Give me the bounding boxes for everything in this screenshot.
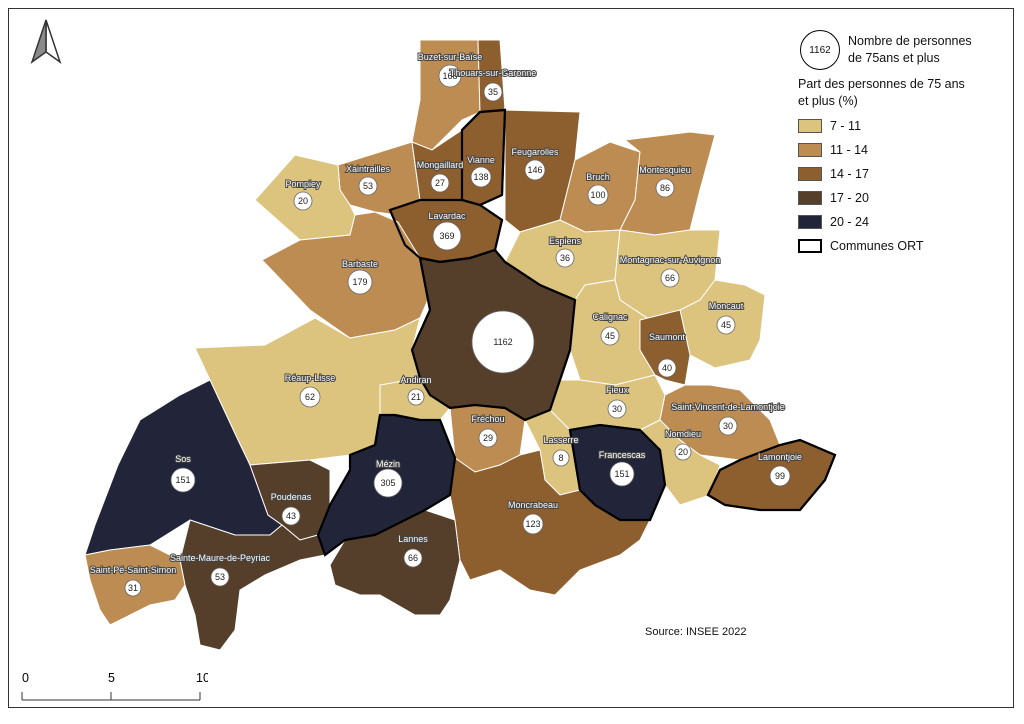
population-value-reaup-lisse: 62 (305, 392, 315, 402)
population-value-bruch: 100 (590, 190, 605, 200)
commune-sainte-maure-de-peyriac (180, 520, 325, 650)
commune-name-thouars-sur-garonne: Thouars-sur-Garonne (450, 68, 537, 78)
population-value-sainte-maure-de-peyriac: 53 (215, 572, 225, 582)
legend-ort: Communes ORT (798, 234, 1008, 258)
legend-size-title-line1: Nombre de personnes (848, 34, 972, 48)
commune-name-sainte-maure-de-peyriac: Sainte-Maure-de-Peyriac (170, 553, 271, 563)
population-value-mezin: 305 (380, 478, 395, 488)
population-value-moncrabeau: 123 (525, 519, 540, 529)
commune-name-espiens: Espiens (549, 236, 582, 246)
population-value-saint-vincent-de-lamontjoie: 30 (723, 421, 733, 431)
population-value-sos: 151 (175, 475, 190, 485)
commune-name-francescas: Francescas (599, 450, 646, 460)
commune-name-lannes: Lannes (398, 534, 428, 544)
population-value-pompiey: 20 (298, 196, 308, 206)
population-value-andiran: 21 (411, 392, 421, 402)
population-value-saumont: 40 (662, 363, 672, 373)
scale-tick-10: 10 km (196, 672, 208, 685)
legend-class-0: 7 - 11 (798, 114, 1008, 138)
commune-name-moncrabeau: Moncrabeau (508, 500, 558, 510)
scale-tick-0: 0 (22, 672, 29, 685)
commune-name-lavardac: Lavardac (428, 211, 466, 221)
commune-name-saint-vincent-de-lamontjoie: Saint-Vincent-de-Lamontjoie (671, 402, 784, 412)
population-value-nerac: 1162 (493, 337, 512, 347)
legend-share-title: Part des personnes de 75 ans et plus (%) (798, 76, 1008, 110)
population-value-xaintrailles: 53 (363, 181, 373, 191)
scale-bar: 0 5 10 km (18, 672, 208, 708)
legend-class-label: 20 - 24 (830, 215, 869, 229)
commune-name-saumont: Saumont (649, 332, 686, 342)
commune-name-pompiey: Pompiey (285, 179, 321, 189)
legend-bubble: 1162 (800, 30, 840, 70)
legend-swatch (798, 143, 822, 157)
commune-name-fieux: Fieux (606, 385, 629, 395)
legend-class-label: 17 - 20 (830, 191, 869, 205)
legend-ort-label: Communes ORT (830, 239, 924, 253)
legend-swatch (798, 167, 822, 181)
population-value-nomdieu: 20 (678, 447, 688, 457)
population-value-frechou: 29 (483, 433, 493, 443)
population-value-montagnac-sur-auvignon: 66 (665, 273, 675, 283)
commune-name-nomdieu: Nomdieu (665, 429, 701, 439)
legend-share-title-line1: Part des personnes de 75 ans (798, 77, 965, 91)
commune-name-lasserre: Lasserre (543, 435, 578, 445)
commune-name-poudenas: Poudenas (271, 492, 312, 502)
commune-name-bruch: Bruch (586, 172, 610, 182)
legend-size: 1162 Nombre de personnes de 75ans et plu… (798, 30, 1008, 70)
population-value-feugarolles: 146 (527, 165, 542, 175)
legend-swatch (798, 215, 822, 229)
population-value-barbaste: 179 (352, 277, 367, 287)
population-value-lannes: 66 (408, 553, 418, 563)
commune-name-saint-pe-saint-simon: Saint-Pé-Saint-Simon (90, 565, 177, 575)
legend-class-2: 14 - 17 (798, 162, 1008, 186)
commune-name-feugarolles: Feugarolles (511, 147, 559, 157)
legend-size-title: Nombre de personnes de 75ans et plus (848, 33, 972, 67)
legend-share-title-line2: et plus (%) (798, 94, 858, 108)
population-value-calignac: 45 (605, 331, 615, 341)
north-arrow-icon (26, 18, 66, 66)
commune-name-moncaut: Moncaut (709, 301, 744, 311)
legend-class-label: 11 - 14 (830, 143, 868, 157)
population-value-montesquieu: 86 (660, 183, 670, 193)
population-value-lamontjoie: 99 (775, 471, 785, 481)
scale-tick-5: 5 (108, 672, 115, 685)
legend-ort-swatch (798, 239, 822, 253)
commune-name-mezin: Mézin (376, 459, 400, 469)
population-value-fieux: 30 (612, 404, 622, 414)
source-note: Source: INSEE 2022 (645, 626, 747, 638)
commune-name-reaup-lisse: Réaup-Lisse (285, 373, 336, 383)
commune-name-andiran: Andiran (400, 375, 431, 385)
commune-name-xaintrailles: Xaintrailles (346, 164, 391, 174)
population-value-espiens: 36 (560, 253, 570, 263)
commune-name-montagnac-sur-auvignon: Montagnac-sur-Auvignon (620, 255, 721, 265)
legend-class-label: 14 - 17 (830, 167, 869, 181)
population-value-mongaillard: 27 (435, 178, 445, 188)
legend-class-1: 11 - 14 (798, 138, 1008, 162)
commune-name-montesquieu: Montesquieu (639, 165, 691, 175)
commune-name-barbaste: Barbaste (342, 259, 378, 269)
legend: 1162 Nombre de personnes de 75ans et plu… (798, 30, 1008, 258)
population-value-lavardac: 369 (439, 231, 454, 241)
legend-swatch (798, 191, 822, 205)
commune-name-sos: Sos (175, 454, 191, 464)
commune-name-frechou: Fréchou (471, 414, 504, 424)
population-value-poudenas: 43 (286, 511, 296, 521)
legend-swatch (798, 119, 822, 133)
legend-class-3: 17 - 20 (798, 186, 1008, 210)
legend-class-4: 20 - 24 (798, 210, 1008, 234)
population-value-francescas: 151 (614, 469, 629, 479)
population-value-moncaut: 45 (721, 320, 731, 330)
commune-name-vianne: Vianne (467, 155, 495, 165)
commune-name-buzet-sur-baise: Buzet-sur-Baïse (418, 52, 483, 62)
population-value-vianne: 138 (473, 172, 488, 182)
commune-name-lamontjoie: Lamontjoie (758, 452, 802, 462)
population-value-thouars-sur-garonne: 35 (488, 87, 498, 97)
commune-name-calignac: Calignac (592, 312, 628, 322)
population-value-saint-pe-saint-simon: 31 (128, 583, 138, 593)
legend-size-title-line2: de 75ans et plus (848, 51, 940, 65)
legend-class-label: 7 - 11 (830, 119, 861, 133)
population-value-lasserre: 8 (558, 453, 563, 463)
commune-name-mongaillard: Mongaillard (417, 160, 464, 170)
